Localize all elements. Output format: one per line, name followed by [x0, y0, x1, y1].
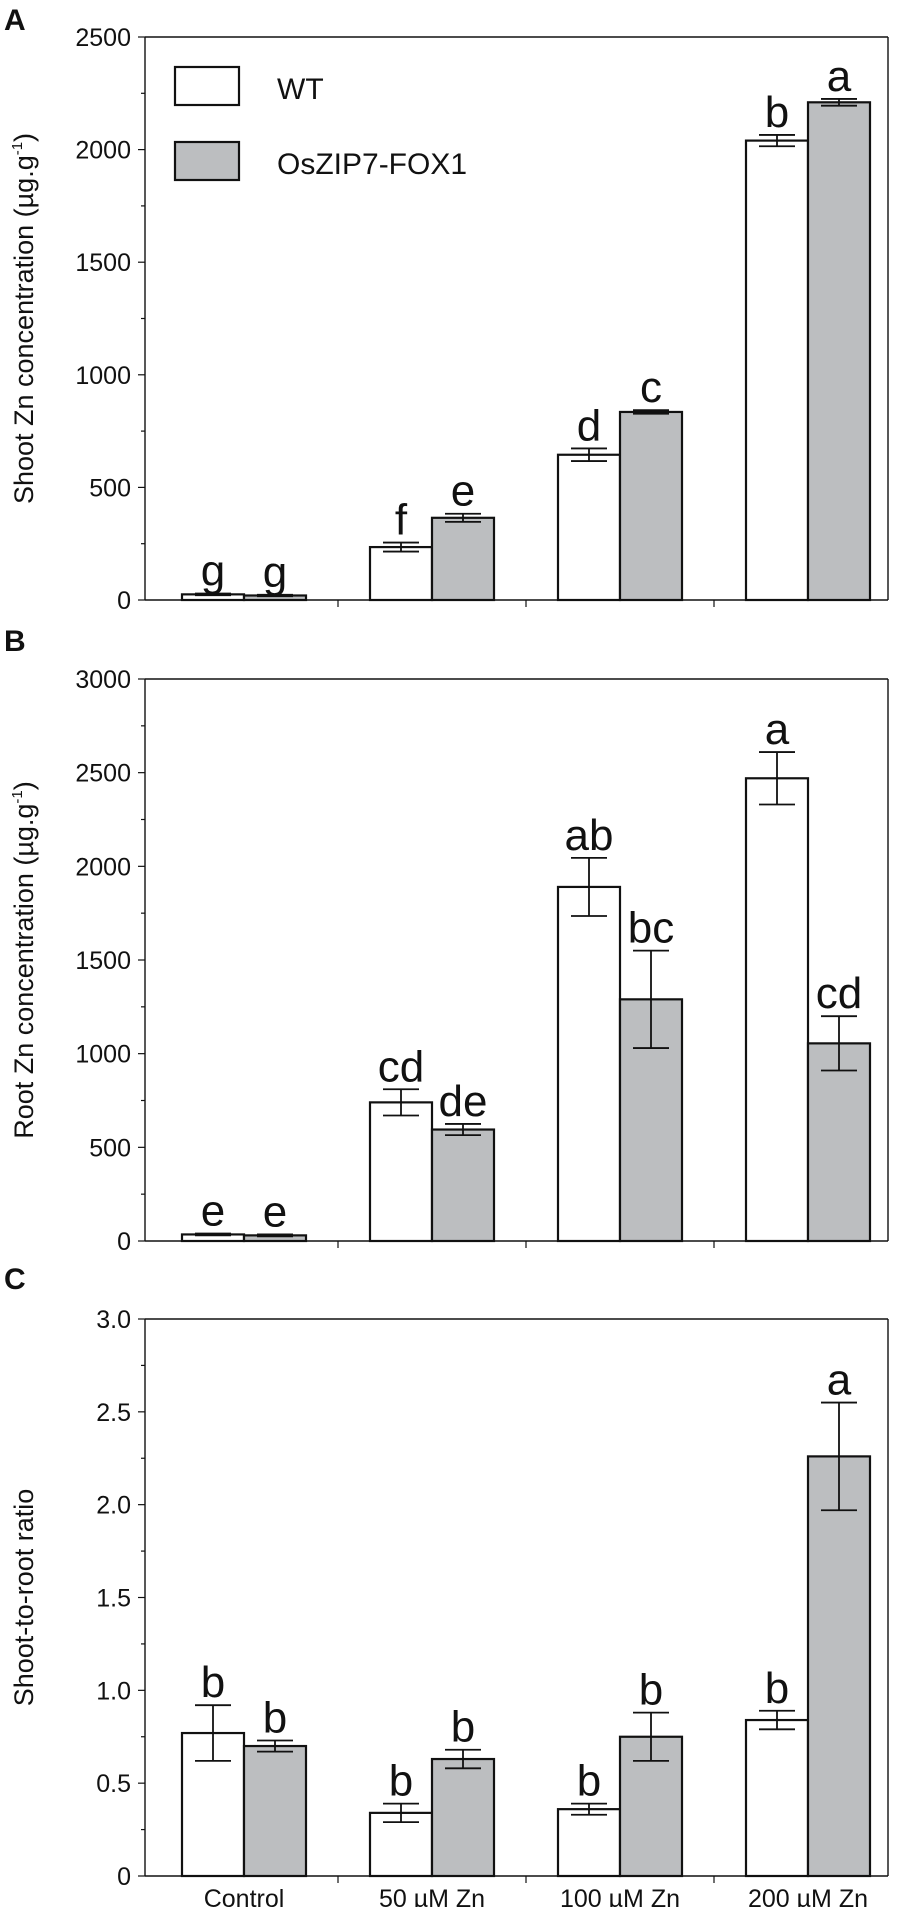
- y-axis-title: Shoot Zn concentration (µg.g-1): [9, 133, 39, 504]
- bar-oszip7-fox1-50-um-zn: [430, 1757, 496, 1878]
- legend-swatch-wt: [173, 65, 241, 107]
- y-tick-label: 1.5: [96, 1585, 131, 1613]
- y-tick-label: 1000: [75, 1041, 131, 1069]
- panel-label-c: C: [4, 1263, 26, 1296]
- bar-wt-100-um-zn: [556, 1808, 622, 1878]
- panel-b-root-zn-chart: 0 500 1000 1500 2000 2500 3000 Root Zn concentr…: [9, 666, 889, 1256]
- y-tick-label: 1500: [75, 947, 131, 975]
- y-tick-label: 2500: [75, 760, 131, 788]
- significance-letter: bc: [628, 904, 674, 953]
- panel-a-shoot-zn-chart: 0 500 1000 1500 2000 2500 Shoot Zn concentrati…: [9, 24, 889, 615]
- x-category-label: 50 µM Zn: [379, 1885, 485, 1907]
- significance-letter: b: [201, 1658, 225, 1707]
- significance-letter: a: [827, 1356, 852, 1405]
- significance-letter: b: [639, 1666, 663, 1715]
- bar-oszip7-fox1-100-um-zn: [618, 410, 684, 602]
- significance-letter: b: [389, 1757, 413, 1806]
- significance-letter: b: [263, 1693, 287, 1742]
- bar-wt-50-um-zn: [368, 1101, 434, 1243]
- significance-letter: e: [263, 1187, 287, 1236]
- y-tick-label: 2000: [75, 137, 131, 165]
- x-category-label: 200 µM Zn: [748, 1885, 868, 1907]
- y-tick-label: 0: [117, 1228, 131, 1256]
- bar-wt-50-um-zn: [368, 545, 434, 602]
- bar-oszip7-fox1-50-um-zn: [430, 516, 496, 602]
- significance-letter: g: [201, 546, 225, 595]
- bar-oszip7-fox1-200-um-zn: [806, 1042, 872, 1243]
- y-axis-title: Shoot-to-root ratio: [9, 1489, 39, 1707]
- bar-oszip7-fox1-200-um-zn: [806, 101, 872, 602]
- y-tick-label: 1.0: [96, 1677, 131, 1705]
- significance-letter: cd: [378, 1042, 424, 1091]
- bar-wt-200-um-zn: [744, 777, 810, 1243]
- bar-wt-200-um-zn: [744, 1718, 810, 1878]
- panel-label-a: A: [4, 4, 26, 37]
- significance-letter: f: [395, 496, 408, 545]
- y-tick-label: 2.5: [96, 1399, 131, 1427]
- x-category-label: Control: [204, 1885, 285, 1907]
- y-tick-label: 0: [117, 587, 131, 615]
- bar-wt-100-um-zn: [556, 885, 622, 1243]
- bar-wt-200-um-zn: [744, 139, 810, 602]
- y-axis-title: Root Zn concentration (µg.g-1): [9, 781, 39, 1139]
- y-tick-label: 3000: [75, 666, 131, 694]
- significance-letter: c: [640, 363, 662, 412]
- significance-letter: d: [577, 401, 601, 450]
- y-tick-label: 0: [117, 1863, 131, 1891]
- bar-oszip7-fox1-50-um-zn: [430, 1128, 496, 1243]
- significance-letter: b: [765, 88, 789, 137]
- y-tick-label: 0.5: [96, 1770, 131, 1798]
- bar-wt-50-um-zn: [368, 1811, 434, 1878]
- significance-letter: g: [263, 548, 287, 597]
- y-tick-label: 2000: [75, 853, 131, 881]
- panel-label-b: B: [4, 625, 26, 658]
- significance-letter: e: [451, 467, 475, 516]
- significance-letter: a: [827, 52, 852, 101]
- significance-letter: b: [765, 1664, 789, 1713]
- y-tick-label: 2.0: [96, 1492, 131, 1520]
- significance-letter: a: [765, 705, 790, 754]
- legend-label-oszip7-fox1: OsZIP7-FOX1: [277, 148, 467, 181]
- legend: WT OsZIP7-FOX1: [173, 65, 467, 182]
- significance-letter: ab: [565, 811, 614, 860]
- y-tick-label: 500: [89, 1134, 131, 1162]
- y-tick-label: 2500: [75, 24, 131, 52]
- y-tick-label: 3.0: [96, 1306, 131, 1334]
- y-tick-label: 1500: [75, 249, 131, 277]
- bar-oszip7-fox1-200-um-zn: [806, 1455, 872, 1878]
- y-tick-label: 1000: [75, 362, 131, 390]
- significance-letter: cd: [816, 969, 862, 1018]
- significance-letter: de: [439, 1077, 488, 1126]
- significance-letter: b: [577, 1757, 601, 1806]
- legend-swatch-oszip7-fox1: [173, 140, 241, 182]
- significance-letter: e: [201, 1187, 225, 1236]
- x-category-label: 100 µM Zn: [560, 1885, 680, 1907]
- bar-oszip7-fox1-control: [242, 1744, 308, 1878]
- bar-wt-100-um-zn: [556, 453, 622, 602]
- significance-letter: b: [451, 1703, 475, 1752]
- legend-label-wt: WT: [277, 73, 324, 106]
- y-tick-label: 500: [89, 474, 131, 502]
